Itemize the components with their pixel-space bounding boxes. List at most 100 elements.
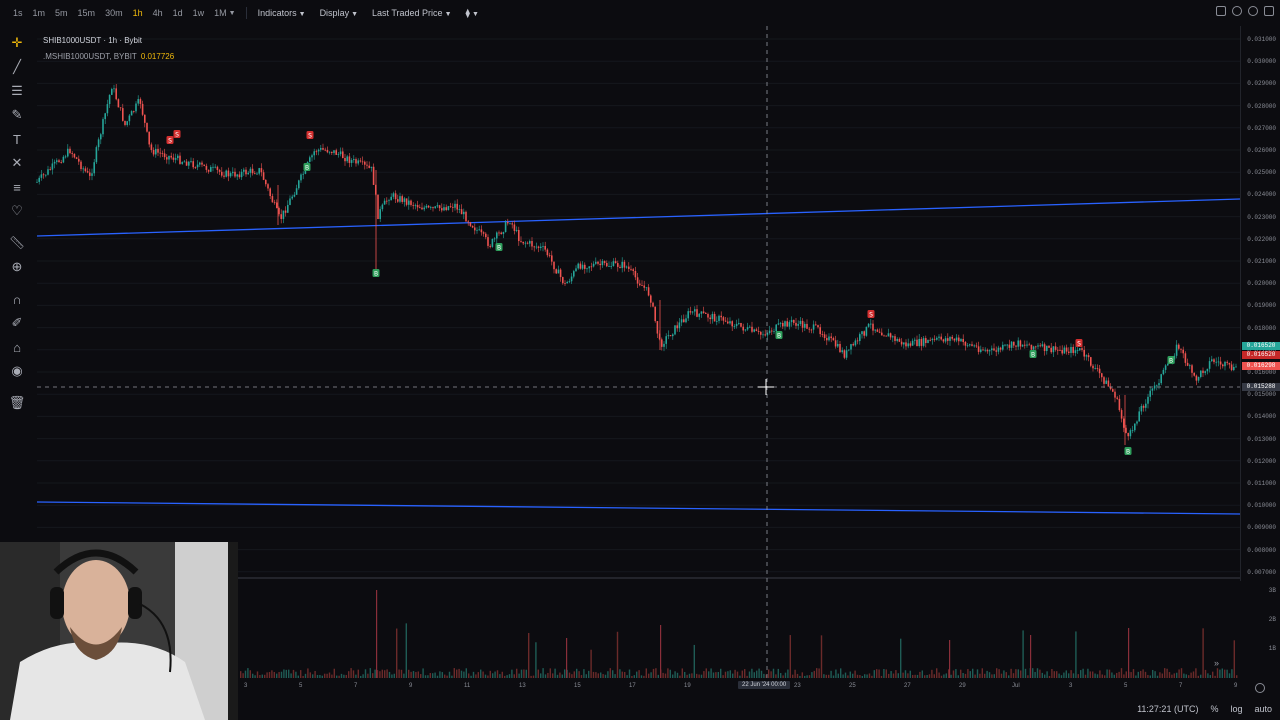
candle-body [1043,344,1046,352]
buy-signal-marker[interactable]: B [775,331,783,340]
buy-signal-marker[interactable]: B [303,163,311,172]
utc-time[interactable]: 11:27:21 (UTC) [1137,704,1199,714]
candle-body [183,161,186,163]
timeframe-1h[interactable]: 1h [132,8,143,18]
volume-bar [878,669,880,678]
chart-type-button[interactable]: ⧫ ▼ [459,8,486,19]
candle-body [614,261,617,264]
volume-bar [1149,675,1151,678]
candle-body [518,229,520,242]
top-right-icons [1216,6,1274,16]
magnet-icon[interactable]: ∩ [12,291,22,307]
timeframe-1d[interactable]: 1d [172,8,183,18]
timeframe-4h[interactable]: 4h [152,8,163,18]
candle-body [654,306,656,322]
volume-bar [868,673,871,678]
volume-bar [981,668,983,678]
candle-body [529,241,531,244]
fullscreen-icon[interactable] [1264,6,1274,16]
candle-body [865,326,868,336]
candle-body [762,334,764,336]
sell-signal-marker[interactable]: S [173,130,181,139]
volume-bar [1202,628,1204,678]
price-scale-label: 0.013000 [1247,435,1276,443]
price-type-button[interactable]: Last Traded Price ▼ [365,8,458,18]
timeframe-chevron-icon[interactable]: ▼ [228,9,236,17]
volume-bar [477,672,479,678]
log-toggle[interactable]: log [1230,704,1243,714]
chevron-down-icon: ▼ [298,11,306,18]
trendline-tool-icon[interactable]: ╱ [13,59,21,74]
buy-signal-marker[interactable]: B [1029,350,1037,359]
time-axis-label: 25 [849,683,856,689]
volume-bar [1024,668,1027,678]
volume-bar [991,674,993,678]
volume-bar [391,674,393,678]
candle-body [724,320,727,322]
horizontal-lines-tool-icon[interactable]: ☰ [11,83,23,98]
timeframe-1M[interactable]: 1M [214,8,227,18]
candle-body [1219,361,1222,365]
ruler-icon[interactable]: 📏︎ [8,235,26,250]
timeframe-15m[interactable]: 15m [77,8,96,18]
fib-tool-icon[interactable]: ≡ [13,179,21,195]
sell-signal-marker[interactable]: S [166,136,174,145]
buy-signal-marker[interactable]: B [1124,447,1132,456]
buy-signal-marker[interactable]: B [495,243,503,252]
upper-trendline[interactable] [36,198,1240,237]
candle-body [291,196,293,199]
volume-bar [542,668,544,678]
timeframe-1w[interactable]: 1w [192,8,205,18]
candle-body [608,266,610,267]
time-axis[interactable]: 3 5 7 9 11 13 15 17 19 23 25 27 29 Jul 3 5 7 9 22 Jun '24… [238,680,1240,694]
candle-body [289,198,291,205]
camera-icon[interactable] [1216,6,1226,16]
volume-bar [535,642,537,678]
zoom-icon[interactable]: ⊕ [11,259,23,274]
candle-body [1008,344,1011,348]
favorites-heart-icon[interactable]: ♡ [11,203,23,218]
settings-icon[interactable] [1232,6,1242,16]
axis-settings-icon[interactable] [1255,683,1265,693]
trash-icon[interactable]: 🗑︎ [8,395,26,410]
volume-bar [1123,674,1125,678]
lower-trendline[interactable] [36,501,1240,515]
volume-bar [988,672,991,678]
symbol-line[interactable]: SHIB1000USDT · 1h · Bybit [43,36,143,45]
sell-signal-marker[interactable]: S [306,131,314,140]
buy-signal-marker[interactable]: B [1167,356,1175,365]
volume-bar [1072,673,1075,678]
timeframe-1m[interactable]: 1m [32,8,46,18]
candle-body [368,165,370,168]
candle-body [412,204,414,206]
lock-drawing-icon[interactable]: ✐ [11,315,23,330]
pattern-tool-icon[interactable]: ✕ [11,155,23,170]
brush-tool-icon[interactable]: ✎ [11,107,23,122]
sell-signal-marker[interactable]: S [867,310,875,319]
volume-bar [1111,672,1113,678]
sell-signal-marker[interactable]: S [1075,339,1083,348]
candle-body [597,261,599,264]
mark-price-line[interactable]: .MSHIB1000USDT, BYBIT 0.017726 [43,49,174,65]
lock-icon[interactable]: ⌂ [13,339,21,355]
gear-icon[interactable] [1248,6,1258,16]
indicators-button[interactable]: Indicators ▼ [251,8,313,18]
percent-toggle[interactable]: % [1210,704,1219,714]
timeframe-1s[interactable]: 1s [13,8,23,18]
candle-body [586,268,588,270]
volume-bar [715,672,717,678]
timeframe-5m[interactable]: 5m [55,8,68,18]
display-button[interactable]: Display ▼ [313,8,365,18]
scroll-to-realtime-icon[interactable]: » [1214,658,1220,668]
price-scale[interactable]: 0.031000 0.030000 0.029000 0.028000 0.027000… [1240,26,1280,581]
volume-scale[interactable]: 3B 2B 1B [1240,581,1280,680]
buy-signal-marker[interactable]: B [372,269,380,278]
crosshair-tool-icon[interactable]: ✛ [11,35,23,50]
timeframe-30m[interactable]: 30m [105,8,123,18]
auto-toggle[interactable]: auto [1254,704,1272,714]
candle-body [324,149,326,151]
text-tool-icon[interactable]: T [13,131,21,147]
eye-icon[interactable]: ◉ [11,363,23,378]
candle-body [749,326,751,328]
candle-body [793,319,795,323]
